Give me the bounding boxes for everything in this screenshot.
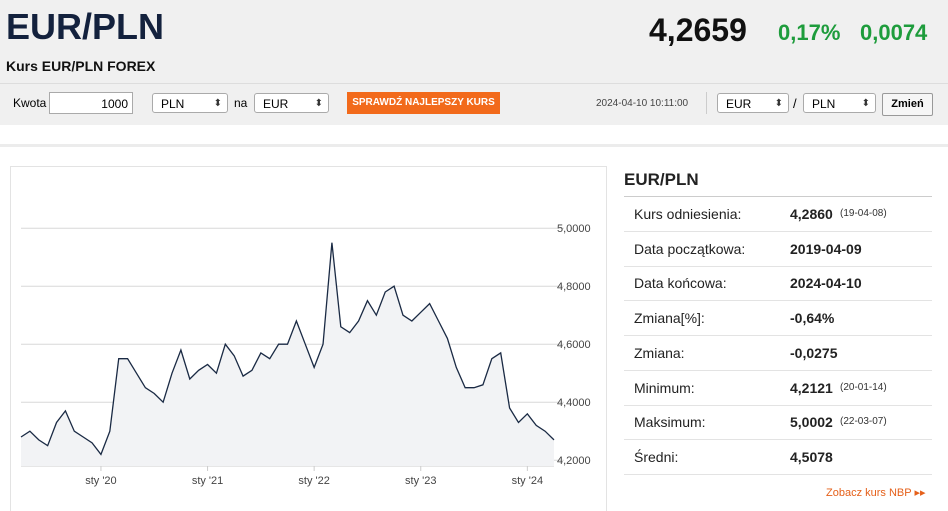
stats-label: Średni: xyxy=(634,448,679,465)
stats-date: (20-01-14) xyxy=(840,381,887,393)
amount-label: Kwota xyxy=(13,96,47,110)
y-tick-label: 5,0000 xyxy=(557,223,591,235)
change-abs: 0,0074 xyxy=(860,20,928,45)
stats-rule xyxy=(624,196,932,197)
stats-label: Minimum: xyxy=(634,379,695,396)
timestamp: 2024-04-10 10:11:00 xyxy=(596,98,689,109)
area-fill xyxy=(21,242,554,466)
stats-value: 5,0002 xyxy=(790,414,833,431)
change-pct: 0,17% xyxy=(778,20,841,45)
stats-row: Data początkowa: 2019-04-09 xyxy=(624,232,932,267)
y-tick-label: 4,6000 xyxy=(557,339,591,351)
stats-row: Kurs odniesienia: 4,2860 (19-04-08) xyxy=(624,197,932,232)
chart: 4,2000 4,4000 4,6000 4,8000 5,0000 sty '20 sty… xyxy=(10,166,607,511)
x-tick-label: sty '22 xyxy=(298,475,329,487)
stats-row: Data końcowa: 2024-04-10 xyxy=(624,266,932,302)
y-tick-label: 4,2000 xyxy=(557,455,591,467)
best-rate-button[interactable]: SPRAWDŹ NAJLEPSZY KURS xyxy=(347,92,500,114)
title: EUR/PLN xyxy=(6,6,165,47)
price-line xyxy=(20,242,555,456)
nbp-link[interactable]: Zobacz kurs NBP ▸▸ xyxy=(826,487,926,499)
stats-date: (22-03-07) xyxy=(840,416,887,428)
stats-label: Data początkowa: xyxy=(634,240,746,257)
stats-value: -0,64% xyxy=(790,310,835,327)
pair-from-select[interactable]: EUR xyxy=(717,93,789,114)
stats-row: Średni: 4,5078 xyxy=(624,440,932,475)
x-tick-label: sty '23 xyxy=(405,475,436,487)
stats-label: Maksimum: xyxy=(634,414,706,431)
y-tick-label: 4,4000 xyxy=(557,397,591,409)
stats-label: Kurs odniesienia: xyxy=(634,206,742,222)
divider xyxy=(0,83,948,84)
swap-button[interactable]: Zmień xyxy=(882,93,933,116)
pair-to-select[interactable]: PLN xyxy=(803,93,876,114)
stats-label: Zmiana: xyxy=(634,344,685,361)
stats-value: 4,5078 xyxy=(790,448,833,465)
stats-row: Zmiana[%]: -0,64% xyxy=(624,301,932,337)
stats-value: 4,2121 xyxy=(790,379,833,396)
stats-date: (19-04-08) xyxy=(840,208,887,219)
pair-separator: / xyxy=(793,96,797,111)
x-tick-label: sty '21 xyxy=(192,475,223,487)
to-select[interactable]: EUR xyxy=(254,93,329,114)
to-label: na xyxy=(234,96,248,110)
stats-row: Zmiana: -0,0275 xyxy=(624,336,932,371)
stats-label: Zmiana[%]: xyxy=(634,310,705,327)
price: 4,2659 xyxy=(649,12,747,48)
amount-input[interactable]: 1000 xyxy=(49,92,133,114)
separator-line xyxy=(706,92,707,114)
subtitle: Kurs EUR/PLN FOREX xyxy=(6,58,156,74)
x-tick-label: sty '20 xyxy=(85,475,116,487)
x-tick-label: sty '24 xyxy=(512,475,543,487)
stats-row: Minimum: 4,2121 (20-01-14) xyxy=(624,371,932,406)
stats-value: 2024-04-10 xyxy=(790,275,862,292)
stats-row: Maksimum: 5,0002 (22-03-07) xyxy=(624,405,932,441)
content-top xyxy=(0,144,948,147)
stats-value: 2019-04-09 xyxy=(790,240,862,257)
stats-value: 4,2860 xyxy=(790,206,833,222)
stats-title: EUR/PLN xyxy=(624,170,699,189)
from-select[interactable]: PLN xyxy=(152,93,228,114)
stats-label: Data końcowa: xyxy=(634,275,727,292)
stats-value: -0,0275 xyxy=(790,344,838,361)
y-tick-label: 4,8000 xyxy=(557,281,591,293)
